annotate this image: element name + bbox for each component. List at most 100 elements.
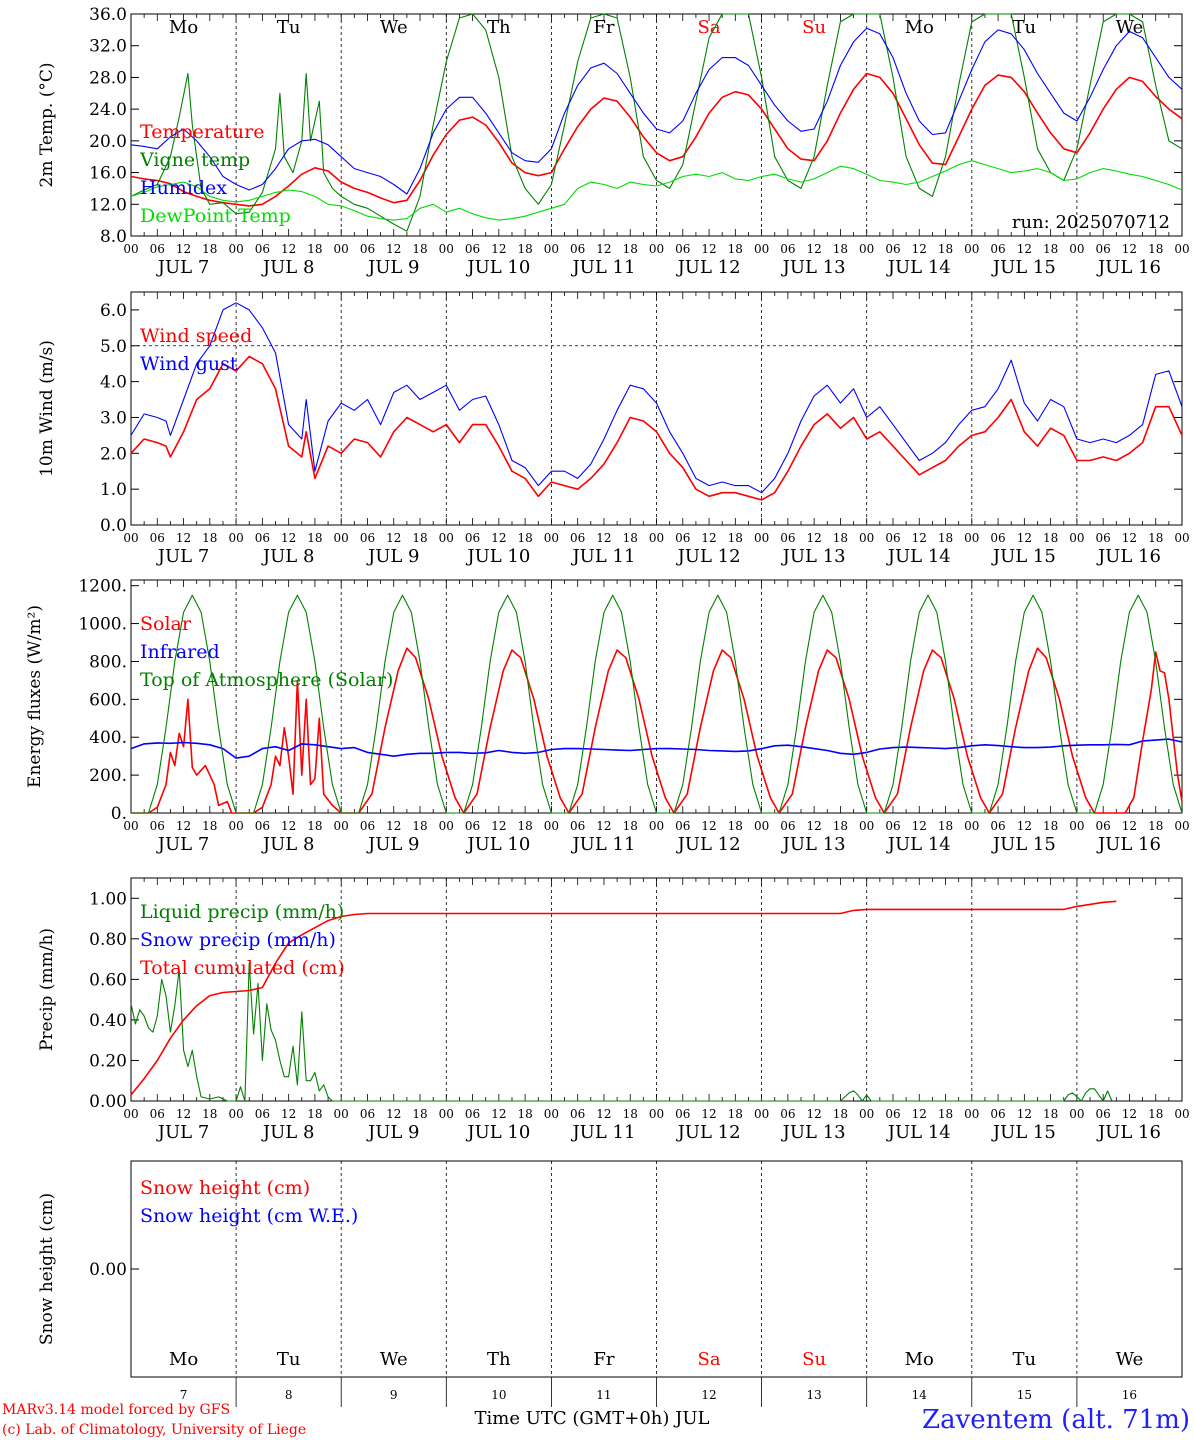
y-axis-label: 10m Wind (m/s): [37, 340, 57, 477]
hour-tick-label: 12: [1017, 242, 1032, 256]
snow-panel: 0.00 Snow height (cm) Snow height (cm) Snow…: [37, 1160, 1183, 1378]
date-label: JUL 13: [781, 1122, 846, 1143]
bottom-day-number: 9: [390, 1388, 398, 1402]
legend-entry: Solar: [140, 613, 192, 635]
hour-tick-label: 12: [701, 242, 716, 256]
hour-tick-label: 12: [596, 1107, 611, 1121]
legend-entry: Liquid precip (mm/h): [140, 901, 344, 923]
hour-tick-label: 00: [754, 1107, 769, 1121]
hour-tick-label: 00: [334, 1107, 349, 1121]
day-name: Tu: [1013, 17, 1037, 38]
date-label: JUL 15: [991, 1122, 1056, 1143]
hour-tick-label: 12: [596, 819, 611, 833]
hour-tick-label: 00: [859, 819, 874, 833]
bottom-day-number: 12: [701, 1388, 716, 1402]
hour-tick-label: 18: [307, 531, 322, 545]
bottom-day-number: 16: [1122, 1388, 1137, 1402]
date-label: JUL 16: [1096, 546, 1161, 567]
hour-tick-label: 18: [202, 819, 217, 833]
y-tick-label: 6.0: [100, 301, 127, 321]
hour-tick-label: 12: [281, 242, 296, 256]
model-credit: MARv3.14 model forced by GFS: [2, 1402, 230, 1418]
legend-entry: Wind speed: [140, 325, 252, 347]
hour-tick-label: 18: [307, 242, 322, 256]
hour-tick-label: 06: [885, 242, 900, 256]
date-label: JUL 16: [1096, 1122, 1161, 1143]
hour-tick-label: 00: [964, 242, 979, 256]
date-label: JUL 7: [156, 546, 210, 567]
hour-tick-label: 06: [780, 242, 795, 256]
hour-tick-label: 00: [649, 242, 664, 256]
wind-panel: 00 06 12 18 00 06 12 18 00 06 12 18 00 06 12 18 00 06 12 18…: [37, 291, 1190, 567]
hour-tick-label: 18: [307, 1107, 322, 1121]
y-tick-label: 4.0: [100, 373, 127, 393]
y-tick-label: 5.0: [100, 337, 127, 357]
bottom-day-name: Mo: [905, 1349, 934, 1370]
hour-tick-label: 00: [439, 1107, 454, 1121]
hour-tick-label: 12: [701, 531, 716, 545]
date-label: JUL 9: [366, 834, 420, 855]
hour-tick-label: 06: [255, 242, 270, 256]
y-tick-label: 0.0: [100, 516, 127, 536]
date-label: JUL 10: [465, 1122, 530, 1143]
bottom-day-number: 11: [596, 1388, 611, 1402]
hour-tick-label: 06: [255, 819, 270, 833]
hour-tick-label: 06: [570, 242, 585, 256]
hour-tick-label: 06: [885, 531, 900, 545]
hour-tick-label: 06: [150, 531, 165, 545]
series-line-2: [130, 27, 1183, 195]
hour-tick-label: 06: [675, 819, 690, 833]
date-label: JUL 7: [156, 257, 210, 278]
date-label: JUL 9: [366, 257, 420, 278]
bottom-day-name: Su: [802, 1349, 826, 1370]
hour-tick-label: 18: [728, 242, 743, 256]
date-label: JUL 7: [156, 834, 210, 855]
hour-tick-label: 00: [123, 1107, 138, 1121]
hour-tick-label: 00: [1174, 242, 1189, 256]
hour-tick-label: 00: [334, 242, 349, 256]
day-name: Sa: [698, 17, 721, 38]
hour-tick-label: 00: [123, 242, 138, 256]
hour-tick-label: 00: [334, 531, 349, 545]
date-label: JUL 15: [991, 546, 1056, 567]
hour-tick-label: 00: [439, 242, 454, 256]
hour-tick-label: 00: [859, 1107, 874, 1121]
hour-tick-label: 06: [360, 242, 375, 256]
hour-tick-label: 06: [1096, 819, 1111, 833]
y-tick-label: 0.20: [89, 1051, 127, 1071]
date-label: JUL 14: [886, 257, 951, 278]
panels: 00 06 12 18 00 06 12 18 00 06 12 18 00 06 12 18 00 06 12 18…: [25, 5, 1190, 1407]
day-name: Tu: [277, 17, 301, 38]
hour-tick-label: 00: [649, 819, 664, 833]
date-label: JUL 12: [676, 257, 741, 278]
hour-tick-label: 18: [1043, 819, 1058, 833]
hour-tick-label: 06: [780, 1107, 795, 1121]
hour-tick-label: 18: [938, 819, 953, 833]
hour-tick-label: 18: [412, 242, 427, 256]
hour-tick-label: 18: [938, 242, 953, 256]
hour-tick-label: 06: [570, 819, 585, 833]
hour-tick-label: 12: [386, 819, 401, 833]
date-label: JUL 14: [886, 546, 951, 567]
hour-tick-label: 18: [728, 819, 743, 833]
bottom-day-name: Sa: [698, 1349, 721, 1370]
snow-bottom-axis: Mo Tu We Th Fr Sa Su Mo Tu We 7 8 9 10 11 12 13 14 15 16: [169, 1349, 1143, 1407]
hour-tick-label: 18: [833, 1107, 848, 1121]
hour-tick-label: 00: [964, 819, 979, 833]
hour-tick-label: 12: [1122, 819, 1137, 833]
hour-tick-label: 12: [807, 531, 822, 545]
y-tick-label: 0.00: [89, 1092, 127, 1112]
series-line-2: [130, 900, 1117, 1096]
day-name: Fr: [593, 17, 614, 38]
hour-tick-label: 00: [544, 531, 559, 545]
hour-tick-label: 00: [123, 531, 138, 545]
hour-tick-label: 12: [176, 242, 191, 256]
hour-tick-label: 00: [1069, 242, 1084, 256]
legend-entry: Total cumulated (cm): [140, 957, 345, 979]
hour-tick-label: 00: [123, 819, 138, 833]
hour-tick-label: 00: [544, 242, 559, 256]
hour-tick-label: 12: [491, 1107, 506, 1121]
hour-tick-label: 18: [938, 531, 953, 545]
bottom-day-name: Mo: [169, 1349, 198, 1370]
